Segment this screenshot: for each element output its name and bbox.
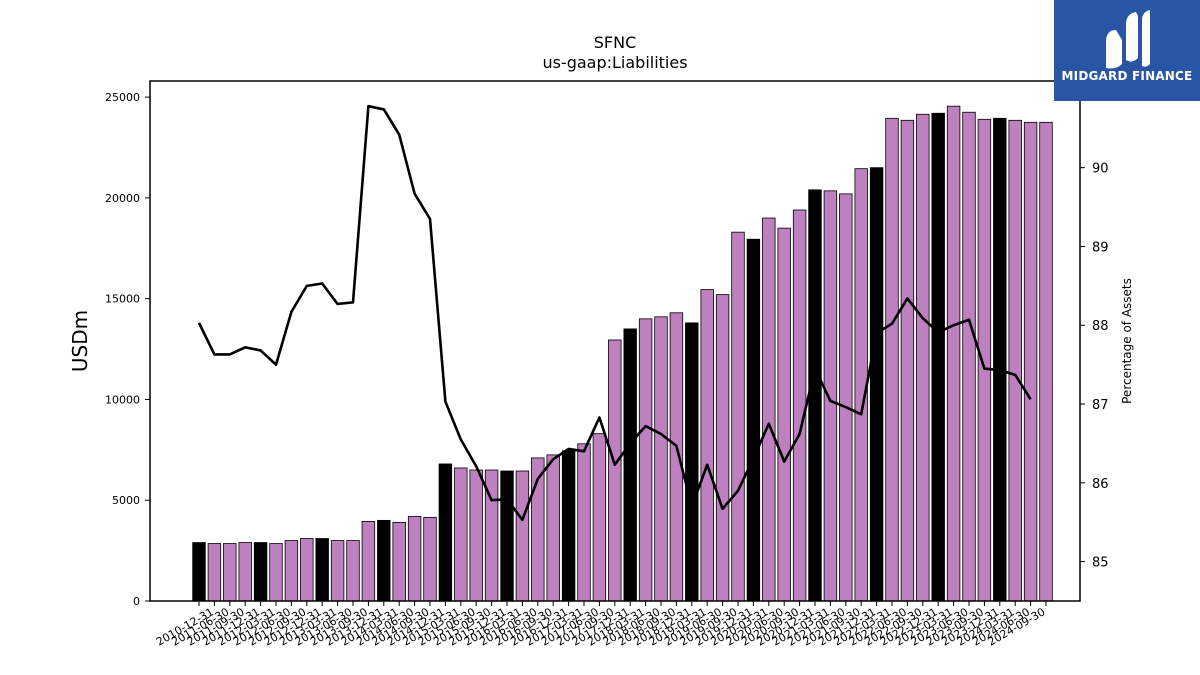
bar	[900, 119, 915, 602]
bar	[346, 540, 360, 602]
bar	[500, 470, 514, 602]
bars-layer	[192, 105, 1053, 602]
bar	[1039, 121, 1053, 602]
bar	[731, 231, 745, 602]
bar	[839, 193, 853, 602]
bar	[685, 322, 699, 602]
y2-tick-label: 87	[1092, 398, 1109, 413]
bar	[577, 443, 591, 602]
bar	[284, 540, 299, 602]
y-tick-label: 20000	[105, 192, 140, 205]
bar	[962, 111, 976, 602]
bar	[885, 117, 899, 602]
bar	[423, 516, 437, 602]
bar	[269, 543, 283, 602]
bar	[608, 339, 622, 602]
bar	[746, 238, 761, 602]
y2-tick-label: 90	[1092, 162, 1109, 177]
bar	[438, 463, 453, 602]
y-tick-label: 10000	[105, 393, 140, 406]
bar	[561, 450, 576, 602]
bar	[700, 289, 714, 602]
bar	[869, 167, 884, 602]
bar	[361, 520, 376, 602]
y2-tick-label: 85	[1092, 556, 1109, 571]
bar	[469, 469, 483, 602]
y-axis-label: USDm	[68, 310, 92, 372]
bar	[592, 433, 607, 602]
y-axis-left: 0 5000 10000 15000 20000 25000	[105, 91, 150, 608]
bar	[792, 209, 807, 602]
line-layer	[197, 104, 1032, 522]
bar	[392, 522, 406, 602]
bar	[808, 189, 822, 602]
bar	[777, 227, 791, 602]
bar	[916, 113, 930, 602]
bar	[377, 519, 391, 602]
bar	[407, 515, 422, 602]
percentage-line	[197, 104, 1032, 522]
bar	[623, 328, 637, 602]
y2-axis-label: Percentage of Assets	[1120, 278, 1134, 404]
brand-logo: MIDGARD FINANCE	[1054, 0, 1200, 101]
bar	[315, 538, 329, 602]
bar	[238, 542, 252, 602]
y-tick-label: 25000	[105, 91, 140, 104]
bar	[977, 118, 992, 602]
bar	[762, 217, 776, 602]
y2-tick-label: 89	[1092, 240, 1109, 255]
bar	[515, 470, 530, 602]
y2-tick-label: 88	[1092, 319, 1109, 334]
bar	[638, 318, 653, 602]
bar	[253, 542, 268, 602]
y-tick-label: 0	[133, 595, 140, 608]
bar	[546, 454, 560, 602]
bar	[946, 105, 961, 602]
y-tick-label: 15000	[105, 293, 140, 306]
bar	[823, 190, 838, 602]
bar	[223, 543, 237, 602]
bar	[715, 294, 730, 602]
bar	[1008, 119, 1022, 602]
y-axis-right: 85 86 87 88 89 90	[1080, 162, 1109, 571]
logo-text: MIDGARD FINANCE	[1061, 69, 1193, 83]
chart-title: SFNC	[594, 33, 637, 52]
bar	[192, 542, 206, 602]
bar	[300, 538, 314, 602]
midgard-logo-icon	[1106, 10, 1150, 69]
y2-tick-label: 86	[1092, 477, 1109, 492]
bar	[931, 112, 945, 602]
bar	[654, 316, 668, 602]
chart-subtitle: us-gaap:Liabilities	[542, 53, 687, 72]
y-tick-label: 5000	[112, 494, 140, 507]
bar	[669, 312, 684, 602]
bar	[993, 117, 1007, 602]
bar	[454, 467, 468, 602]
bar	[207, 543, 222, 602]
x-axis: 2010-12-312011-06-302011-09-302011-12-31…	[154, 601, 1048, 649]
bar	[1023, 121, 1038, 602]
bar	[330, 540, 345, 602]
